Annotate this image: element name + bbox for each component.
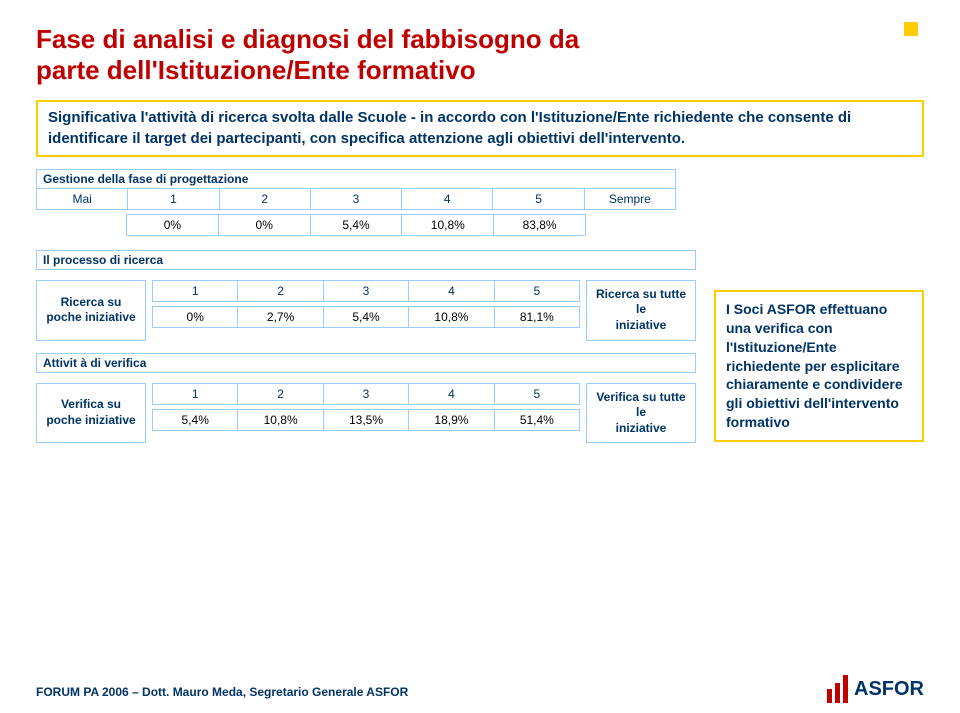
ricerca-block: Ricerca su poche iniziative 1 2 3 4 5 0%… <box>36 280 696 341</box>
subtitle-box: Significativa l'attività di ricerca svol… <box>36 100 924 157</box>
ver-left-1: Verifica su <box>41 397 141 413</box>
scale-2: 2 <box>220 189 311 209</box>
scale-1: 1 <box>128 189 219 209</box>
verifica-scale: 1 2 3 4 5 <box>152 383 580 405</box>
ric-s3: 3 <box>324 281 409 301</box>
ver-right-1: Verifica su tutte le <box>591 390 691 421</box>
attivita-header: Attivit à di verifica <box>36 353 696 373</box>
title-line-2: parte dell'Istituzione/Ente formativo <box>36 55 924 86</box>
scale-4: 4 <box>402 189 493 209</box>
ver-s4: 4 <box>409 384 494 404</box>
ricerca-values: 0% 2,7% 5,4% 10,8% 81,1% <box>152 306 580 328</box>
table-gestione-header: Gestione della fase di progettazione <box>37 170 675 189</box>
corner-bullet <box>904 22 918 36</box>
ricerca-scale: 1 2 3 4 5 <box>152 280 580 302</box>
ric-left-2: poche iniziative <box>41 310 141 326</box>
process-header: Il processo di ricerca <box>36 250 696 270</box>
subtitle-text: Significativa l'attività di ricerca svol… <box>48 108 912 149</box>
val-3: 5,4% <box>311 215 403 235</box>
ricerca-right-label: Ricerca su tutte le iniziative <box>586 280 696 341</box>
ric-s5: 5 <box>495 281 579 301</box>
ric-left-1: Ricerca su <box>41 295 141 311</box>
ver-right-2: iniziative <box>591 421 691 437</box>
scale-5: 5 <box>493 189 584 209</box>
ric-s4: 4 <box>409 281 494 301</box>
scale-right: Sempre <box>585 189 675 209</box>
val-1: 0% <box>127 215 219 235</box>
val-4: 10,8% <box>402 215 494 235</box>
logo-bars-icon <box>827 675 848 703</box>
asfor-logo: ASFOR <box>827 675 924 703</box>
ric-v1: 0% <box>153 307 238 327</box>
table-gestione: Gestione della fase di progettazione Mai… <box>36 169 676 210</box>
table-row: 0% 0% 5,4% 10,8% 83,8% <box>127 215 585 235</box>
ric-v3: 5,4% <box>324 307 409 327</box>
ric-v2: 2,7% <box>238 307 323 327</box>
ver-v1: 5,4% <box>153 410 238 430</box>
ver-s2: 2 <box>238 384 323 404</box>
side-commentary: I Soci ASFOR effettuano una verifica con… <box>714 290 924 442</box>
ric-v5: 81,1% <box>495 307 579 327</box>
title-line-1: Fase di analisi e diagnosi del fabbisogn… <box>36 24 924 55</box>
table-gestione-values: 0% 0% 5,4% 10,8% 83,8% <box>126 214 586 236</box>
ver-s3: 3 <box>324 384 409 404</box>
table-gestione-scale-row: Mai 1 2 3 4 5 Sempre <box>37 189 675 209</box>
ric-right-2: iniziative <box>591 318 691 334</box>
page-title: Fase di analisi e diagnosi del fabbisogn… <box>36 24 924 86</box>
verifica-left-label: Verifica su poche iniziative <box>36 383 146 444</box>
ricerca-left-label: Ricerca su poche iniziative <box>36 280 146 341</box>
verifica-block: Verifica su poche iniziative 1 2 3 4 5 5… <box>36 383 696 444</box>
val-5: 83,8% <box>494 215 585 235</box>
footer-text: FORUM PA 2006 – Dott. Mauro Meda, Segret… <box>36 685 408 699</box>
ver-v3: 13,5% <box>324 410 409 430</box>
ver-s5: 5 <box>495 384 579 404</box>
verifica-right-label: Verifica su tutte le iniziative <box>586 383 696 444</box>
ver-s1: 1 <box>153 384 238 404</box>
ric-v4: 10,8% <box>409 307 494 327</box>
ric-s2: 2 <box>238 281 323 301</box>
scale-3: 3 <box>311 189 402 209</box>
scale-left: Mai <box>37 189 128 209</box>
verifica-values: 5,4% 10,8% 13,5% 18,9% 51,4% <box>152 409 580 431</box>
ric-right-1: Ricerca su tutte le <box>591 287 691 318</box>
logo-text: ASFOR <box>854 678 924 701</box>
ric-s1: 1 <box>153 281 238 301</box>
ver-left-2: poche iniziative <box>41 413 141 429</box>
ver-v4: 18,9% <box>409 410 494 430</box>
ver-v2: 10,8% <box>238 410 323 430</box>
ver-v5: 51,4% <box>495 410 579 430</box>
val-2: 0% <box>219 215 311 235</box>
